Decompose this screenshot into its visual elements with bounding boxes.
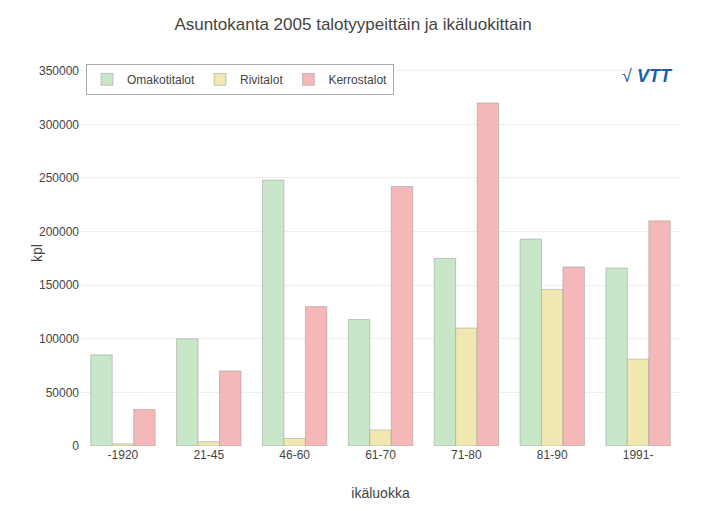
svg-text:150000: 150000 (39, 278, 79, 292)
svg-text:√ VTT: √ VTT (622, 66, 673, 86)
svg-text:200000: 200000 (39, 225, 79, 239)
svg-text:0: 0 (72, 439, 79, 453)
svg-text:46-60: 46-60 (279, 448, 310, 462)
svg-text:Asuntokanta 2005 talotyypeittä: Asuntokanta 2005 talotyypeittäin ja ikäl… (174, 15, 531, 34)
svg-text:350000: 350000 (39, 64, 79, 78)
svg-text:-1920: -1920 (108, 448, 139, 462)
svg-text:kpl: kpl (29, 244, 45, 262)
svg-text:50000: 50000 (46, 386, 80, 400)
svg-text:250000: 250000 (39, 171, 79, 185)
svg-text:61-70: 61-70 (365, 448, 396, 462)
svg-text:Kerrostalot: Kerrostalot (328, 73, 387, 87)
svg-text:300000: 300000 (39, 118, 79, 132)
svg-text:81-90: 81-90 (537, 448, 568, 462)
svg-text:100000: 100000 (39, 332, 79, 346)
svg-text:Omakotitalot: Omakotitalot (127, 73, 195, 87)
svg-text:Rivitalot: Rivitalot (240, 73, 283, 87)
svg-text:21-45: 21-45 (193, 448, 224, 462)
svg-text:ikäluokka: ikäluokka (351, 485, 410, 501)
svg-text:71-80: 71-80 (451, 448, 482, 462)
svg-text:1991-: 1991- (623, 448, 654, 462)
